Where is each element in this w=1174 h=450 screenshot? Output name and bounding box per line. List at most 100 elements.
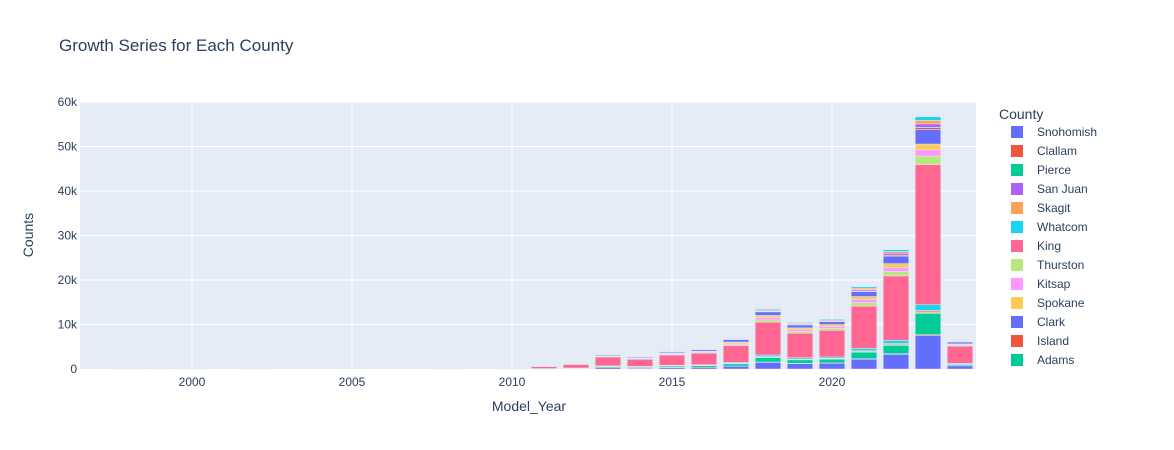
bar-segment [786,321,814,324]
legend-item[interactable]: San Juan [1011,182,1088,196]
chart-title: Growth Series for Each County [59,36,294,55]
x-tick-label: 2005 [339,375,366,389]
legend-swatch [1011,297,1023,309]
legend-item[interactable]: Clark [1011,315,1066,329]
bar-segment [722,365,750,370]
bar-segment [754,317,782,321]
legend-swatch [1011,278,1023,290]
bar-segment [914,313,942,335]
legend-swatch [1011,240,1023,252]
bar-segment [722,337,750,339]
legend-item[interactable]: Island [1011,334,1069,348]
legend-label: Island [1037,334,1069,348]
legend-swatch [1011,164,1023,176]
legend-label: Kitsap [1037,277,1071,291]
legend-swatch [1011,335,1023,347]
legend-item[interactable]: King [1011,239,1061,253]
bar-segment [722,345,750,363]
bar-segment [914,127,942,130]
legend-label: Snohomish [1037,125,1097,139]
legend-swatch [1011,259,1023,271]
bar-segment [914,120,942,125]
bar-segment [914,123,942,128]
x-tick-label: 2015 [659,375,686,389]
legend-swatch [1011,183,1023,195]
bar-segment [690,367,718,370]
bar-segment [914,116,942,121]
x-axis-title: Model_Year [492,398,567,414]
bar-segment [594,356,622,367]
bar-segment [946,365,974,370]
bar-segment [786,359,814,364]
legend-swatch [1011,145,1023,157]
bar-segment [946,341,974,345]
legend-swatch [1011,221,1023,233]
bar-segment [850,305,878,349]
bar-segment [786,327,814,330]
x-tick-label: 2020 [819,375,846,389]
bar-segment [946,345,974,364]
legend-label: Clark [1037,315,1066,329]
bar-segment [882,271,910,277]
bar-segment [818,358,846,364]
bar-segment [626,359,654,367]
bar-segment [530,366,558,369]
legend: County Snohomish Clallam Pierce San Juan Ska… [999,106,1097,367]
bar-segment [818,321,846,325]
legend-label: Skagit [1037,201,1071,215]
legend-swatch [1011,202,1023,214]
bar-segment [786,329,814,332]
bar-segment [882,255,910,264]
bar-segment [562,364,590,369]
bar-segment [754,362,782,370]
legend-swatch [1011,354,1023,366]
bar-segment [882,249,910,252]
bar-segment [850,291,878,297]
y-axis: 0 10k 20k 30k 40k 50k 60k [58,95,78,376]
bar-segment [754,315,782,318]
bar-segment [914,335,942,370]
legend-item[interactable]: Spokane [1011,296,1085,310]
y-tick-label: 10k [58,318,78,332]
bar-segment [754,319,782,323]
legend-item[interactable]: Clallam [1011,144,1077,158]
legend-swatch [1011,126,1023,138]
bar-segment [882,340,910,344]
bar-segment [882,345,910,355]
y-tick-label: 40k [58,184,78,198]
legend-title: County [999,106,1043,122]
legend-item[interactable]: Skagit [1011,201,1071,215]
bar-segment [818,318,846,320]
bar-segment [882,253,910,256]
bar-segment [882,354,910,370]
bar-segment [818,326,846,329]
legend-item[interactable]: Pierce [1011,163,1071,177]
bar-segment [722,363,750,367]
bar-segment [818,362,846,370]
bar-segment [754,321,782,356]
y-axis-title: Counts [20,213,36,257]
legend-label: Clallam [1037,144,1077,158]
y-tick-label: 50k [58,140,78,154]
bar-segment [722,339,750,343]
bar-segment [850,299,878,303]
bar-segment [914,164,942,305]
legend-label: Whatcom [1037,220,1088,234]
bar-segment [754,308,782,310]
bar-segment [914,143,942,151]
y-tick-label: 60k [58,95,78,109]
legend-label: Spokane [1037,296,1085,310]
bar-segment [914,304,942,311]
bar-segment [850,348,878,352]
legend-item[interactable]: Adams [1011,353,1074,367]
legend-item[interactable]: Thurston [1011,258,1084,272]
legend-item[interactable]: Snohomish [1011,125,1097,139]
legend-item[interactable]: Whatcom [1011,220,1088,234]
x-tick-label: 2000 [179,375,206,389]
bar-segment [850,296,878,300]
bar-segment [786,363,814,370]
y-tick-label: 0 [70,362,77,376]
legend-item[interactable]: Kitsap [1011,277,1071,291]
bar-segment [754,357,782,363]
bar-segment [914,310,942,313]
